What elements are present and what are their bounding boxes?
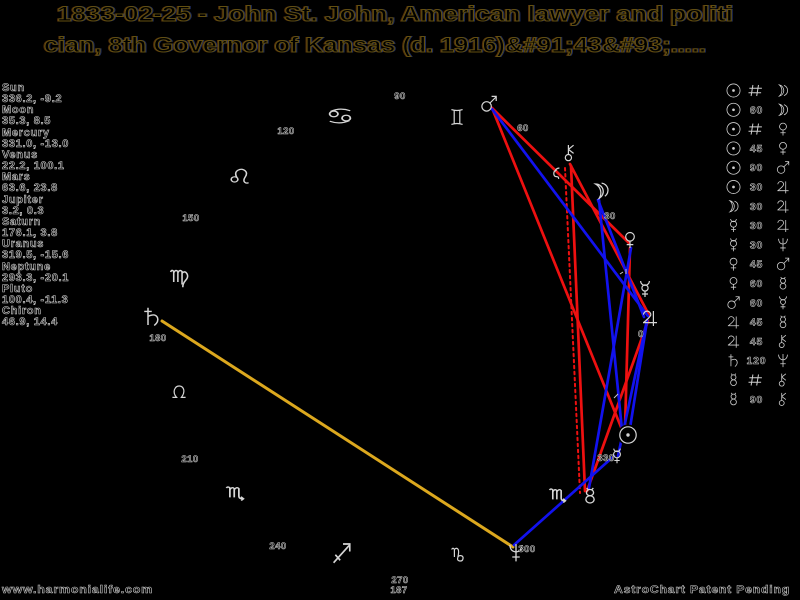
- svg-text:63.6, 23.8: 63.6, 23.8: [2, 182, 58, 194]
- svg-text:Chiron: Chiron: [2, 305, 42, 317]
- svg-text:60: 60: [750, 278, 763, 290]
- svg-text:187: 187: [390, 585, 407, 596]
- svg-text:30: 30: [750, 182, 763, 194]
- svg-text:180: 180: [149, 333, 166, 344]
- svg-text:1833-02-25 - John St. John, Am: 1833-02-25 - John St. John, American law…: [57, 3, 733, 26]
- svg-text:cian, 8th Governor of Kansas (: cian, 8th Governor of Kansas (d. 1916)&#…: [44, 34, 706, 57]
- svg-text:300: 300: [518, 544, 535, 555]
- svg-text:60: 60: [750, 104, 763, 116]
- svg-text:240: 240: [269, 541, 286, 552]
- svg-text:60: 60: [750, 297, 763, 309]
- svg-text:1833-02-25 - John St. John, Am: 1833-02-25 - John St. John, American law…: [58, 3, 734, 26]
- svg-text:cian, 8th Governor of Kansas (: cian, 8th Governor of Kansas (d. 1916)&#…: [45, 34, 707, 57]
- svg-text:Mercury: Mercury: [2, 127, 50, 139]
- svg-text:100.4, -11.3: 100.4, -11.3: [2, 294, 69, 306]
- svg-text:293.3, -20.1: 293.3, -20.1: [2, 272, 69, 284]
- svg-text:www.harmonialife.com: www.harmonialife.com: [1, 584, 153, 596]
- svg-text:cian, 8th Governor of Kansas (: cian, 8th Governor of Kansas (d. 1916)&#…: [43, 34, 705, 57]
- svg-text:1833-02-25 - John St. John, Am: 1833-02-25 - John St. John, American law…: [56, 3, 732, 26]
- svg-text:45: 45: [750, 317, 763, 329]
- svg-text:90: 90: [394, 91, 406, 102]
- svg-text:35.3, 8.5: 35.3, 8.5: [2, 115, 51, 127]
- svg-text:Neptune: Neptune: [2, 261, 51, 273]
- svg-text:30: 30: [750, 220, 763, 232]
- svg-text:45: 45: [750, 143, 763, 155]
- svg-text:120: 120: [747, 355, 767, 367]
- svg-text:336.2, -9.2: 336.2, -9.2: [2, 93, 62, 105]
- svg-text:270: 270: [391, 575, 408, 586]
- svg-text:30: 30: [750, 239, 763, 251]
- svg-text:22.2, 100.1: 22.2, 100.1: [2, 160, 65, 172]
- svg-text:330: 330: [597, 453, 614, 464]
- svg-text:90: 90: [750, 162, 763, 174]
- svg-text:45: 45: [750, 259, 763, 271]
- svg-text:46.9, 14.4: 46.9, 14.4: [2, 316, 58, 328]
- svg-text:Mars: Mars: [2, 171, 30, 183]
- svg-text:Pluto: Pluto: [2, 283, 33, 295]
- svg-text:60: 60: [517, 123, 529, 134]
- svg-text:Uranus: Uranus: [2, 238, 44, 250]
- svg-text:319.5, -15.6: 319.5, -15.6: [2, 249, 69, 261]
- svg-text:Sun: Sun: [2, 82, 25, 94]
- svg-text:0: 0: [638, 329, 644, 340]
- svg-text:Venus: Venus: [2, 149, 38, 161]
- svg-text:210: 210: [181, 454, 198, 465]
- svg-text:AstroChart Patent Pending: AstroChart Patent Pending: [614, 584, 790, 596]
- svg-text:331.0, -13.0: 331.0, -13.0: [2, 138, 69, 150]
- svg-text:30: 30: [604, 211, 616, 222]
- svg-text:150: 150: [182, 213, 199, 224]
- svg-text:Jupiter: Jupiter: [2, 194, 44, 206]
- svg-text:120: 120: [277, 126, 294, 137]
- svg-text:Moon: Moon: [2, 104, 34, 116]
- svg-text:3.2, 0.3: 3.2, 0.3: [2, 205, 44, 217]
- svg-text:30: 30: [750, 201, 763, 213]
- svg-text:Saturn: Saturn: [2, 216, 41, 228]
- svg-text:176.1, 3.8: 176.1, 3.8: [2, 227, 58, 239]
- svg-text:90: 90: [750, 394, 763, 406]
- svg-text:45: 45: [750, 336, 763, 348]
